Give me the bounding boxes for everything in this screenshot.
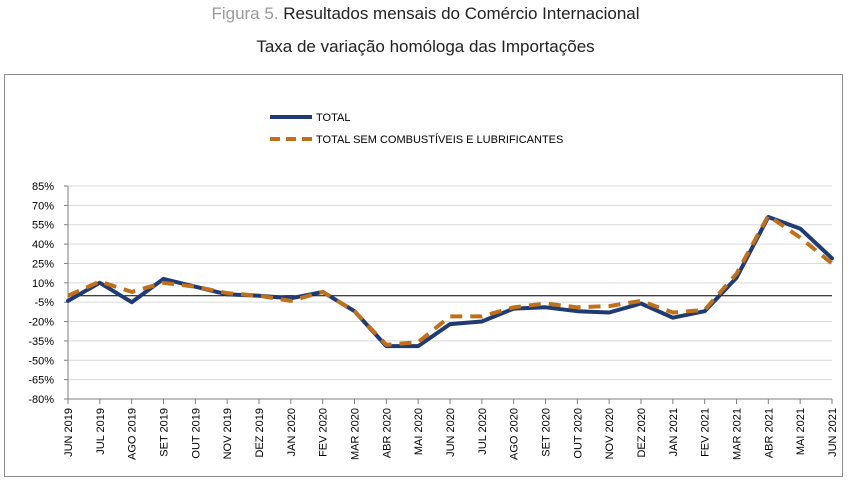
y-tick-label: 40% (32, 239, 54, 251)
data-point (608, 311, 611, 314)
x-tick-label: ABR 2021 (763, 408, 775, 458)
x-tick-label: NOV 2020 (604, 408, 616, 459)
x-tick-label: JUN 2019 (63, 408, 75, 457)
y-tick-label: -35% (28, 336, 54, 348)
data-point (353, 310, 356, 313)
data-point (67, 294, 70, 297)
y-tick-label: 55% (32, 220, 54, 232)
x-tick-label: AGO 2020 (509, 408, 521, 460)
legend-label: TOTAL SEM COMBUSTÍVEIS E LUBRIFICANTES (316, 133, 563, 146)
y-tick-label: -80% (28, 394, 54, 406)
data-point (703, 308, 706, 311)
figure-title: Resultados mensais do Comércio Internaci… (283, 4, 640, 23)
data-point (385, 343, 388, 346)
x-tick-label: MAI 2021 (795, 408, 807, 455)
data-point (289, 299, 292, 302)
y-tick-label: -65% (28, 375, 54, 387)
data-point (98, 280, 101, 283)
data-point (576, 306, 579, 309)
data-point (831, 262, 834, 265)
x-tick-label: JAN 2021 (668, 408, 680, 456)
data-point (67, 299, 70, 302)
x-tick-label: FEV 2020 (318, 408, 330, 457)
x-tick-label: JAN 2020 (286, 408, 298, 456)
chart-subtitle: Taxa de variação homóloga das Importaçõe… (256, 37, 595, 56)
data-point (512, 306, 515, 309)
data-point (130, 290, 133, 293)
x-tick-label: JUN 2021 (827, 408, 839, 457)
figure-label: Figura 5. (211, 4, 279, 23)
data-point (671, 311, 674, 314)
y-tick-label: 10% (32, 278, 54, 290)
x-tick-label: MAR 2021 (732, 408, 744, 460)
legend-label: TOTAL (316, 112, 350, 124)
data-point (767, 214, 770, 217)
y-tick-label: -50% (28, 355, 54, 367)
data-point (640, 299, 643, 302)
x-tick-label: ABR 2020 (381, 408, 393, 458)
y-tick-label: 25% (32, 258, 54, 270)
data-point (480, 315, 483, 318)
data-point (449, 315, 452, 318)
data-point (544, 302, 547, 305)
x-tick-label: JUN 2020 (445, 408, 457, 457)
y-tick-label: 70% (32, 200, 54, 212)
data-point (799, 236, 802, 239)
data-point (417, 341, 420, 344)
y-tick-label: 85% (32, 181, 54, 193)
data-point (608, 305, 611, 308)
data-point (162, 281, 165, 284)
data-point (130, 301, 133, 304)
data-point (799, 227, 802, 230)
figure-title-line: Figura 5. Resultados mensais do Comércio… (0, 4, 851, 24)
data-point (544, 306, 547, 309)
x-tick-label: MAR 2020 (350, 408, 362, 460)
x-tick-label: DEZ 2019 (254, 408, 266, 458)
data-point (831, 257, 834, 260)
x-tick-label: MAI 2020 (413, 408, 425, 455)
data-point (321, 290, 324, 293)
data-point (417, 345, 420, 348)
x-tick-label: DEZ 2020 (636, 408, 648, 458)
chart-frame (4, 74, 843, 477)
data-point (449, 323, 452, 326)
y-tick-label: -5% (34, 297, 54, 309)
data-point (480, 320, 483, 323)
data-point (226, 292, 229, 295)
x-tick-label: JUL 2019 (95, 408, 107, 455)
data-point (671, 316, 674, 319)
data-point (576, 310, 579, 313)
series-line-0 (66, 215, 834, 349)
data-point (258, 294, 261, 297)
x-tick-label: OUT 2019 (190, 408, 202, 459)
x-tick-label: FEV 2021 (700, 408, 712, 457)
x-tick-label: SET 2020 (541, 408, 553, 457)
data-point (194, 285, 197, 288)
data-point (162, 277, 165, 280)
x-tick-label: OUT 2020 (572, 408, 584, 459)
x-tick-label: NOV 2019 (222, 408, 234, 459)
x-tick-label: SET 2019 (159, 408, 171, 457)
x-tick-label: JUL 2020 (477, 408, 489, 455)
y-tick-label: -20% (28, 317, 54, 329)
x-tick-label: AGO 2019 (127, 408, 139, 460)
data-point (735, 272, 738, 275)
